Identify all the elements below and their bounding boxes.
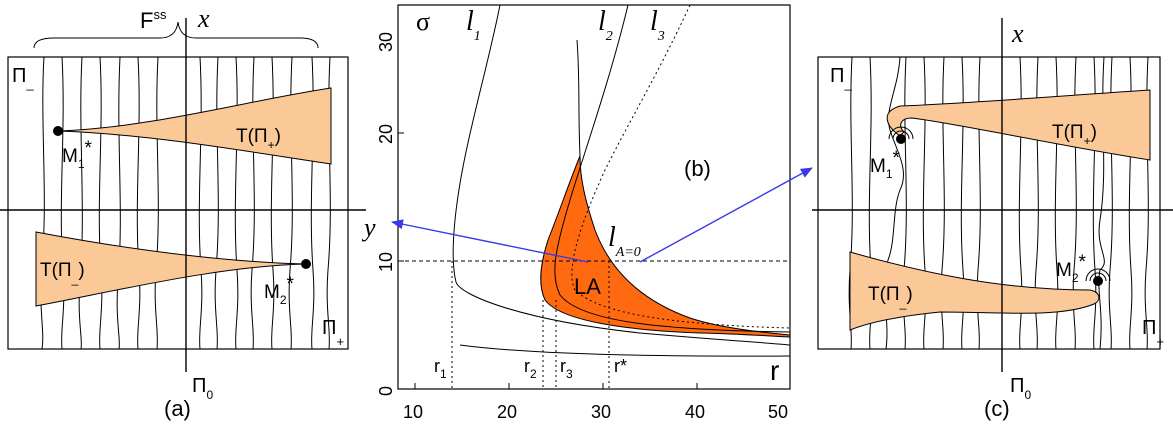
y-tick-20: 20 — [376, 124, 396, 144]
x-tick-30: 30 — [591, 402, 611, 422]
caption-c: (c) — [984, 396, 1010, 421]
pi-plus-label: Π+ — [322, 317, 344, 349]
frame — [7, 56, 349, 350]
panel-c: x Π_ T(Π+) M1* T(Π_) M2* Π+ Π0 (c) — [812, 18, 1173, 421]
m2-label: M2* — [1056, 252, 1087, 285]
pi-minus-label: Π_ — [830, 65, 852, 91]
m2-label: M2* — [264, 274, 295, 307]
x-axis-label: x — [1011, 19, 1024, 48]
m1-saddle — [888, 126, 914, 144]
r1-label: r1 — [434, 356, 447, 381]
m2-saddle — [1085, 268, 1111, 286]
rstar-label: r* — [614, 356, 627, 376]
x-tick-50: 50 — [768, 402, 788, 422]
r3-label: r3 — [560, 356, 573, 381]
r2-label: r2 — [524, 356, 537, 381]
fss-brace — [33, 21, 319, 49]
m1-label: M1* — [870, 148, 901, 181]
pi-zero-label: Π0 — [192, 375, 213, 402]
la-region — [540, 155, 790, 338]
caption-b: (b) — [684, 156, 711, 181]
pi-minus-label: Π_ — [12, 65, 34, 91]
l3-label: l3 — [650, 6, 665, 44]
la-label: LA — [574, 274, 601, 299]
curve-l2 — [554, 5, 790, 333]
t-pi-plus-region — [57, 87, 332, 165]
frame — [817, 56, 1161, 350]
arrow-to-a — [391, 219, 589, 263]
sigma-label: σ — [416, 7, 430, 36]
curves — [398, 5, 790, 389]
arrow-to-c — [639, 167, 813, 263]
curve-l1 — [452, 5, 790, 346]
x-tick-20: 20 — [497, 402, 517, 422]
curve-bottom — [459, 344, 790, 357]
l1-label: l1 — [466, 6, 481, 44]
x-tick-40: 40 — [685, 402, 705, 422]
panel-b: 0 10 20 30 10 20 30 40 50 σ l1 l2 l3 (b)… — [376, 4, 791, 422]
t-pi-plus-label: T(Π+) — [1052, 122, 1097, 148]
pi-plus-label: Π+ — [1142, 317, 1164, 349]
axis-ticks — [398, 4, 791, 390]
curve-la0 — [576, 39, 581, 157]
m2-point — [301, 259, 311, 269]
plot-frame — [397, 4, 791, 390]
caption-a: (a) — [164, 396, 191, 421]
y-tick-10: 10 — [376, 252, 396, 272]
t-pi-minus-region — [849, 251, 1100, 331]
l2-label: l2 — [598, 6, 613, 44]
y-axis-label: y — [361, 213, 376, 242]
la0-label: lA=0 — [608, 222, 641, 260]
m1-point — [53, 126, 63, 136]
panel-a: Fss x Π_ T(Π+) — [0, 4, 376, 421]
t-pi-minus-label: T(Π_) — [868, 284, 913, 310]
t-pi-minus-label: T(Π_) — [40, 260, 85, 286]
t-pi-plus-label: T(Π+) — [236, 126, 281, 152]
y-tick-0: 0 — [376, 386, 396, 396]
x-tick-10: 10 — [403, 402, 423, 422]
t-pi-plus-region — [886, 89, 1151, 161]
x-axis-label: x — [197, 4, 210, 33]
r-axis-label: r — [770, 355, 779, 386]
m1-label: M1* — [62, 138, 93, 171]
y-tick-30: 30 — [376, 32, 396, 52]
fss-label: Fss — [140, 7, 167, 33]
pi-zero-label: Π0 — [1010, 375, 1031, 402]
